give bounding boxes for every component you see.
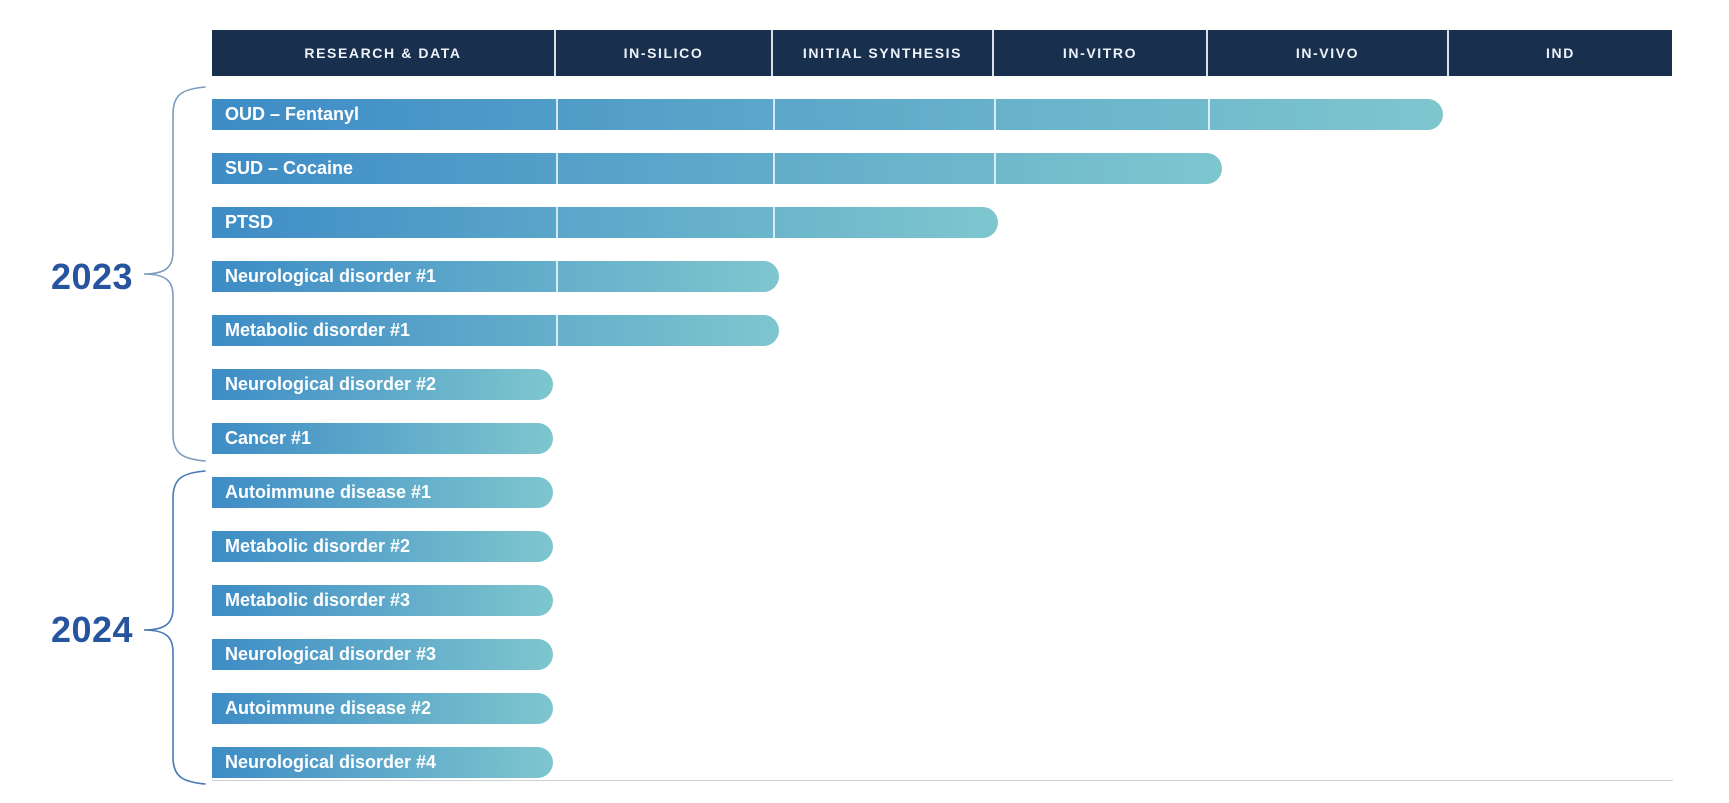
- stage-boundary-separator: [1208, 99, 1210, 130]
- year-2023-brace: [143, 86, 206, 462]
- stage-boundary-separator: [556, 261, 558, 292]
- stage-boundary-separator: [556, 315, 558, 346]
- program-label: Metabolic disorder #2: [225, 536, 411, 556]
- program-label: OUD – Fentanyl: [225, 104, 360, 124]
- program-bar-neurological-disorder-2: Neurological disorder #2: [212, 369, 553, 400]
- program-bar-sud-cocaine: SUD – Cocaine: [212, 153, 1222, 184]
- program-bar-neurological-disorder-4: Neurological disorder #4: [212, 747, 553, 778]
- stage-boundary-separator: [556, 207, 558, 238]
- program-bar-cancer-1: Cancer #1: [212, 423, 553, 454]
- program-label: Autoimmune disease #2: [225, 698, 432, 718]
- stage-boundary-separator: [994, 99, 996, 130]
- year-2024-brace: [143, 470, 206, 785]
- stage-header-in-vitro: IN-VITRO: [994, 30, 1208, 76]
- year-2024-label: 2024: [50, 609, 134, 650]
- stage-boundary-separator: [773, 99, 775, 130]
- program-bar-metabolic-disorder-3: Metabolic disorder #3: [212, 585, 553, 616]
- program-label: Metabolic disorder #3: [225, 590, 411, 610]
- program-label: PTSD: [225, 212, 274, 232]
- stage-header-row: RESEARCH & DATA IN-SILICO INITIAL SYNTHESI…: [212, 30, 1672, 76]
- stage-boundary-separator: [556, 153, 558, 184]
- stage-boundary-separator: [556, 99, 558, 130]
- program-bar-metabolic-disorder-1: Metabolic disorder #1: [212, 315, 779, 346]
- year-2023-label: 2023: [50, 256, 134, 297]
- stage-boundary-separator: [773, 207, 775, 238]
- stage-boundary-separator: [773, 153, 775, 184]
- stage-boundary-separator: [994, 153, 996, 184]
- program-bar-oud-fentanyl: OUD – Fentanyl: [212, 99, 1443, 130]
- program-label: SUD – Cocaine: [225, 158, 354, 178]
- program-bar-autoimmune-disease-1: Autoimmune disease #1: [212, 477, 553, 508]
- program-label: Neurological disorder #1: [225, 266, 437, 286]
- program-label: Neurological disorder #2: [225, 374, 437, 394]
- program-bar-ptsd: PTSD: [212, 207, 998, 238]
- program-label: Neurological disorder #4: [225, 752, 437, 772]
- stage-header-ind: IND: [1546, 45, 1575, 61]
- stage-header-in-silico: IN-SILICO: [556, 30, 773, 76]
- bottom-border-line: [212, 780, 1673, 781]
- program-label: Metabolic disorder #1: [225, 320, 411, 340]
- stage-header-initial-synthesis: INITIAL SYNTHESIS: [773, 30, 994, 76]
- stage-header-research-data: RESEARCH & DATA: [212, 30, 556, 76]
- program-bar-autoimmune-disease-2: Autoimmune disease #2: [212, 693, 553, 724]
- program-label: Autoimmune disease #1: [225, 482, 432, 502]
- program-bar-neurological-disorder-1: Neurological disorder #1: [212, 261, 779, 292]
- program-label: Neurological disorder #3: [225, 644, 437, 664]
- program-label: Cancer #1: [225, 428, 312, 448]
- stage-header-in-vivo: IN-VIVO: [1208, 30, 1449, 76]
- program-bar-metabolic-disorder-2: Metabolic disorder #2: [212, 531, 553, 562]
- program-bar-neurological-disorder-3: Neurological disorder #3: [212, 639, 553, 670]
